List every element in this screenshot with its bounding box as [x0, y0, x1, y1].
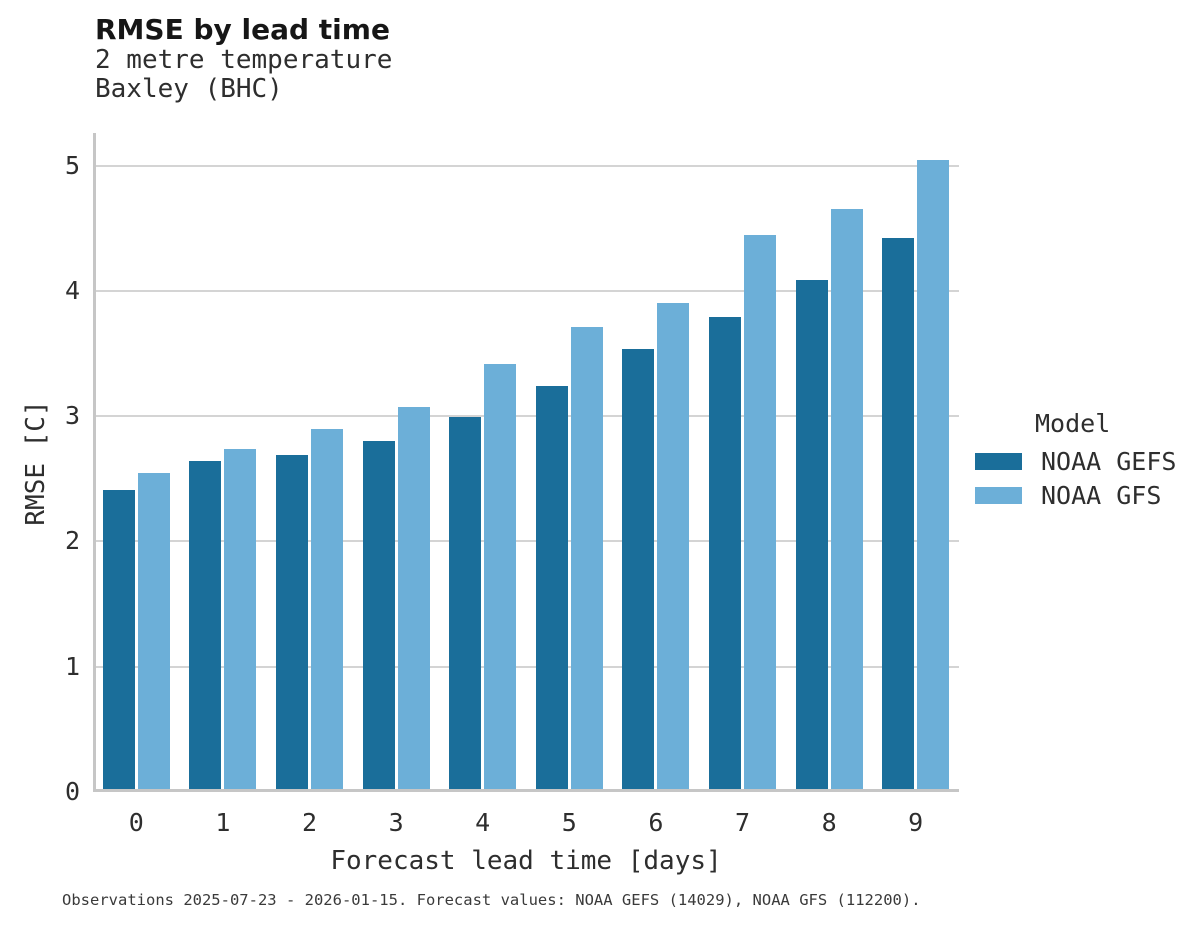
legend-item-noaa-gfs: NOAA GFS [975, 478, 1176, 512]
bar-noaa-gefs-leadtime-7 [709, 316, 741, 789]
bar-noaa-gfs-leadtime-3 [397, 406, 430, 789]
gridline-y-4 [96, 289, 959, 292]
chart-header: RMSE by lead time 2 metre temperature Ba… [95, 14, 392, 104]
legend-item-noaa-gefs: NOAA GEFS [975, 444, 1176, 478]
bar-noaa-gfs-leadtime-4 [484, 364, 517, 789]
bar-noaa-gefs-leadtime-3 [362, 440, 395, 789]
y-tick-label-3: 3 [64, 401, 80, 431]
bar-noaa-gefs-leadtime-5 [535, 385, 568, 789]
x-tick-label-4: 4 [475, 808, 491, 837]
bar-noaa-gefs-leadtime-8 [795, 280, 828, 789]
x-tick-label-3: 3 [388, 808, 404, 837]
y-tick-label-5: 5 [64, 150, 80, 180]
x-tick-label-7: 7 [734, 808, 751, 837]
legend-swatch-noaa-gfs-icon [975, 486, 1022, 504]
x-tick-label-9: 9 [908, 808, 924, 837]
y-axis-ticks: 0 1 2 3 4 5 [0, 133, 80, 804]
x-tick-label-2: 2 [301, 808, 318, 837]
x-axis-spine [93, 789, 959, 792]
bar-noaa-gfs-leadtime-8 [830, 208, 863, 789]
legend-label-noaa-gfs: NOAA GFS [1041, 480, 1162, 510]
bar-noaa-gfs-leadtime-6 [657, 302, 690, 789]
x-tick-label-5: 5 [561, 808, 577, 837]
plot-area [93, 133, 959, 792]
y-axis-spine [93, 133, 96, 792]
bar-noaa-gfs-leadtime-1 [224, 449, 257, 789]
bar-noaa-gefs-leadtime-0 [102, 489, 135, 789]
legend-title: Model [1035, 409, 1111, 438]
x-tick-label-1: 1 [215, 808, 231, 837]
chart-subtitle-variable: 2 metre temperature [95, 45, 393, 75]
chart-subtitle-station: Baxley (BHC) [95, 74, 283, 104]
y-tick-label-0: 0 [64, 777, 80, 806]
x-tick-label-8: 8 [821, 808, 837, 837]
bar-noaa-gfs-leadtime-2 [311, 429, 343, 789]
x-axis-ticks: 0 1 2 3 4 5 6 7 8 9 [93, 810, 959, 840]
bar-noaa-gfs-leadtime-0 [137, 473, 170, 789]
y-tick-label-1: 1 [64, 651, 80, 681]
gridline-y-1 [96, 665, 959, 668]
y-tick-label-4: 4 [64, 275, 80, 305]
bar-noaa-gefs-leadtime-2 [276, 454, 308, 789]
caption: Observations 2025-07-23 - 2026-01-15. Fo… [62, 891, 921, 909]
bar-noaa-gefs-leadtime-6 [622, 349, 655, 789]
chart-title: RMSE by lead time [95, 13, 390, 46]
bar-noaa-gefs-leadtime-4 [449, 416, 482, 789]
legend-label-noaa-gefs: NOAA GEFS [1041, 446, 1177, 476]
bar-noaa-gfs-leadtime-5 [570, 326, 603, 789]
legend-swatch-noaa-gefs-icon [975, 452, 1022, 470]
gridline-y-5 [96, 164, 959, 167]
legend: Model NOAA GEFS NOAA GFS [975, 408, 1176, 512]
x-tick-label-0: 0 [128, 808, 144, 837]
y-tick-label-2: 2 [64, 526, 80, 556]
gridline-y-3 [96, 415, 959, 418]
x-tick-label-6: 6 [648, 808, 664, 837]
bar-noaa-gfs-leadtime-9 [917, 160, 950, 789]
bar-noaa-gefs-leadtime-1 [189, 460, 222, 789]
bar-noaa-gfs-leadtime-7 [744, 235, 776, 789]
gridline-y-2 [96, 540, 959, 543]
x-axis-label: Forecast lead time [days] [330, 846, 722, 876]
bar-noaa-gefs-leadtime-9 [882, 237, 915, 789]
